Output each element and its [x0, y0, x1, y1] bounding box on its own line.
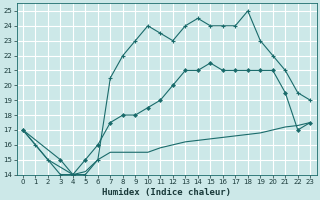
X-axis label: Humidex (Indice chaleur): Humidex (Indice chaleur): [102, 188, 231, 197]
